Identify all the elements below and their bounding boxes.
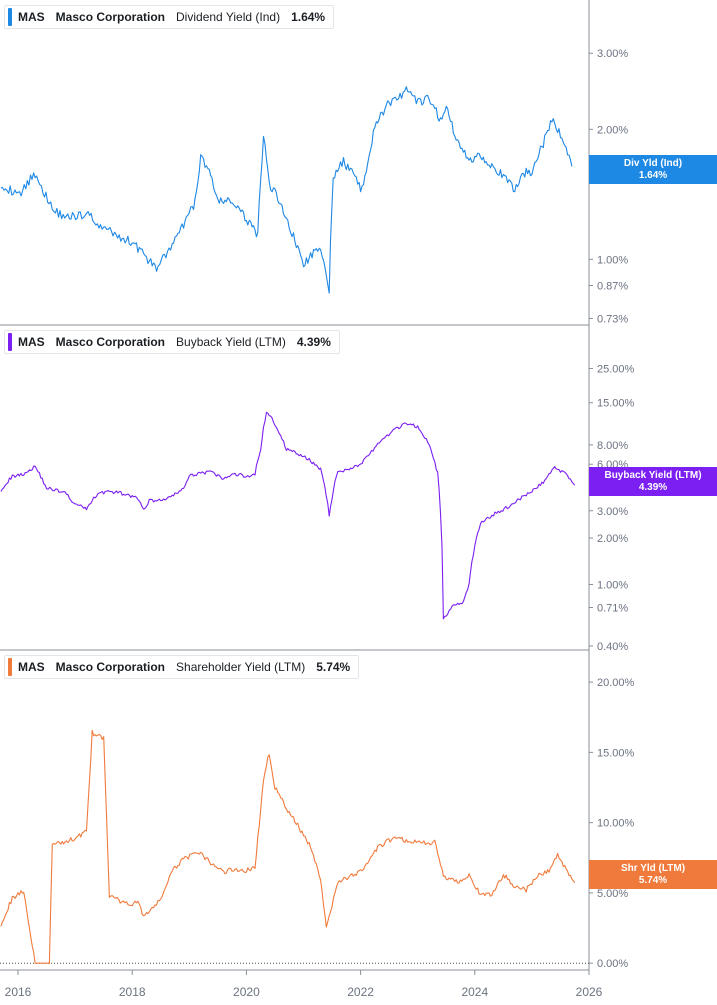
legend-ticker: MAS bbox=[18, 660, 45, 674]
y-tick-label: 0.71% bbox=[597, 602, 628, 614]
value-badge-dividend: Div Yld (Ind) 1.64% bbox=[589, 155, 717, 184]
badge-value: 4.39% bbox=[638, 481, 668, 493]
legend-company: Masco Corporation bbox=[55, 660, 166, 674]
y-tick-label: 5.00% bbox=[597, 888, 628, 900]
y-tick-label: 0.40% bbox=[597, 641, 628, 653]
y-tick-label: 0.87% bbox=[597, 280, 628, 292]
y-tick-label: 3.00% bbox=[597, 48, 628, 60]
legend-value: 1.64% bbox=[291, 10, 326, 24]
x-tick-label: 2016 bbox=[5, 985, 32, 999]
badge-label: Div Yld (Ind) bbox=[623, 157, 683, 169]
y-tick-label: 2.00% bbox=[597, 533, 628, 545]
y-tick-label: 8.00% bbox=[597, 440, 628, 452]
legend-company: Masco Corporation bbox=[55, 10, 166, 24]
x-tick-label: 2022 bbox=[347, 985, 374, 999]
y-tick-label: 20.00% bbox=[597, 677, 635, 689]
y-tick-label: 25.00% bbox=[597, 363, 635, 375]
y-tick-label: 0.73% bbox=[597, 313, 628, 325]
value-badge-shareholder: Shr Yld (LTM) 5.74% bbox=[589, 860, 717, 889]
y-tick-label: 15.00% bbox=[597, 747, 635, 759]
legend-value: 4.39% bbox=[296, 335, 331, 349]
legend-buyback-yield: MAS Masco Corporation Buyback Yield (LTM… bbox=[4, 330, 340, 354]
y-tick-label: 2.00% bbox=[597, 124, 628, 136]
legend-shareholder-yield: MAS Masco Corporation Shareholder Yield … bbox=[4, 655, 360, 679]
legend-ticker: MAS bbox=[18, 10, 45, 24]
legend-company: Masco Corporation bbox=[55, 335, 166, 349]
y-tick-label: 0.00% bbox=[597, 958, 628, 970]
y-tick-label: 1.00% bbox=[597, 254, 628, 266]
legend-dividend-yield: MAS Masco Corporation Dividend Yield (In… bbox=[4, 5, 335, 29]
legend-swatch-blue bbox=[8, 8, 12, 26]
y-tick-label: 10.00% bbox=[597, 818, 635, 830]
value-badge-buyback: Buyback Yield (LTM) 4.39% bbox=[589, 467, 717, 496]
x-tick-label: 2018 bbox=[119, 985, 146, 999]
x-tick-label: 2024 bbox=[461, 985, 488, 999]
legend-swatch-purple bbox=[8, 333, 12, 351]
legend-metric: Buyback Yield (LTM) bbox=[176, 335, 286, 349]
series-line-2 bbox=[0, 729, 576, 964]
legend-metric: Dividend Yield (Ind) bbox=[176, 10, 281, 24]
badge-label: Shr Yld (LTM) bbox=[620, 862, 686, 874]
legend-ticker: MAS bbox=[18, 335, 45, 349]
badge-value: 1.64% bbox=[638, 169, 668, 181]
legend-metric: Shareholder Yield (LTM) bbox=[176, 660, 306, 674]
series-line-1 bbox=[0, 411, 576, 620]
series-line-0 bbox=[0, 86, 573, 294]
x-tick-label: 2020 bbox=[233, 985, 260, 999]
y-tick-label: 1.00% bbox=[597, 579, 628, 591]
badge-label: Buyback Yield (LTM) bbox=[604, 469, 702, 481]
y-tick-label: 15.00% bbox=[597, 398, 635, 410]
badge-value: 5.74% bbox=[638, 874, 668, 886]
legend-swatch-orange bbox=[8, 658, 12, 676]
legend-value: 5.74% bbox=[316, 660, 351, 674]
x-tick-label: 2026 bbox=[576, 985, 603, 999]
y-tick-label: 3.00% bbox=[597, 506, 628, 518]
